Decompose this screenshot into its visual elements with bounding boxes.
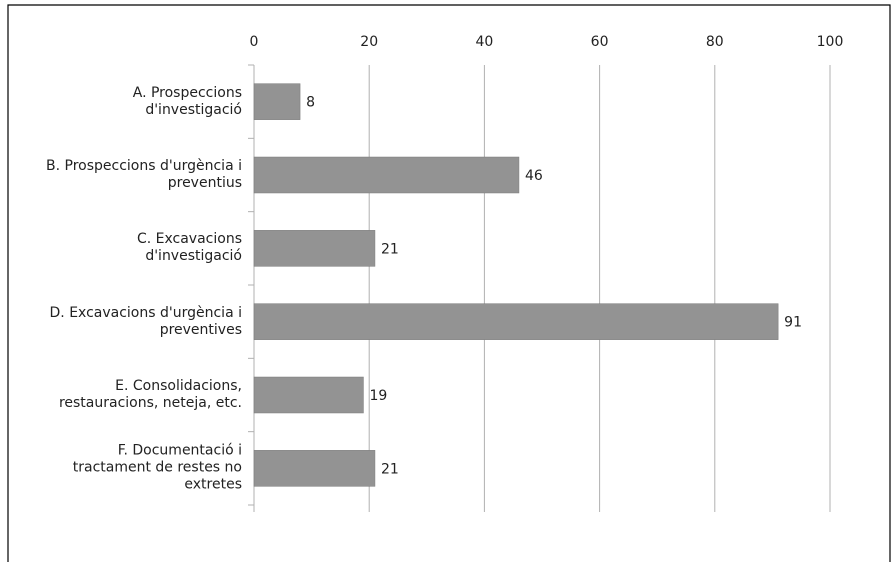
y-tick-label: B. Prospeccions d'urgència i preventius xyxy=(46,158,242,191)
x-tick-label: 100 xyxy=(817,34,844,50)
x-tick-label: 0 xyxy=(250,34,259,50)
value-label: 91 xyxy=(784,315,802,331)
value-label: 46 xyxy=(525,168,543,184)
value-label: 19 xyxy=(369,388,387,404)
y-tick-label: C. Excavacions d'investigació xyxy=(136,231,242,265)
y-tick-label: E. Consolidacions, restauracions, neteja… xyxy=(58,378,242,411)
x-tick-label: 60 xyxy=(591,34,609,50)
x-tick-label: 80 xyxy=(706,34,724,50)
bar xyxy=(253,230,376,267)
bar xyxy=(253,450,376,487)
bar xyxy=(253,156,520,194)
y-tick-label: D. Excavacions d'urgència i preventives xyxy=(49,304,242,338)
bar xyxy=(253,376,364,414)
bar xyxy=(253,303,779,340)
value-label: 21 xyxy=(381,461,399,477)
x-tick-label: 40 xyxy=(475,34,493,50)
y-tick-label: F. Documentació i tractament de restes n… xyxy=(72,442,242,493)
frame xyxy=(7,4,891,562)
y-tick-label: A. Prospeccions d'investigació xyxy=(132,84,242,118)
x-tick-label: 20 xyxy=(360,34,378,50)
value-label: 21 xyxy=(381,241,399,257)
bar xyxy=(253,83,301,120)
value-label: 8 xyxy=(306,95,315,111)
